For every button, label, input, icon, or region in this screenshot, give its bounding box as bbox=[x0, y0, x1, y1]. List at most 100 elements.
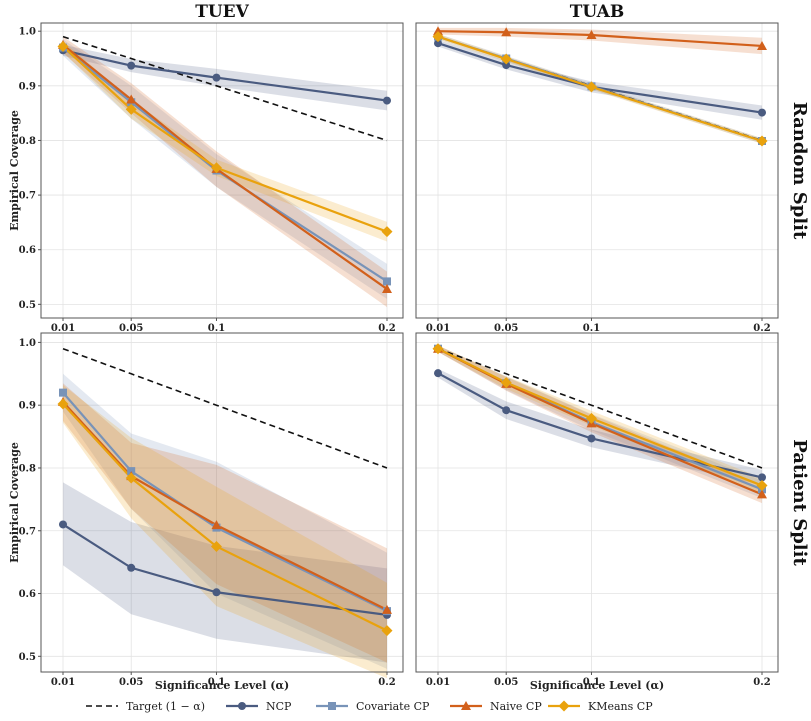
panel-0-marker-naive-1 bbox=[126, 94, 137, 104]
panel-3-xtick-label-0: 0.01 bbox=[426, 677, 450, 688]
panel-0-marker-ncp-3 bbox=[383, 96, 391, 105]
panel-3-marker-ncp-1 bbox=[502, 406, 511, 415]
panel-3-line-kmeans bbox=[437, 347, 763, 487]
panel-2-marker-ncp-0 bbox=[59, 520, 67, 529]
panel-0-band-ncp bbox=[63, 44, 387, 111]
panel-3-xtick-label-3: 0.2 bbox=[753, 677, 770, 688]
panel-2-line-ncp bbox=[62, 523, 388, 616]
panel-2-xtick-label-3: 0.2 bbox=[378, 677, 395, 688]
panel-0-line-ncp bbox=[62, 49, 388, 102]
panel-2-ylabel: Empirical Coverage bbox=[8, 442, 21, 563]
panel-3-marker-ncp-2 bbox=[587, 434, 596, 443]
panel-2-marker-kmeans-3 bbox=[381, 625, 393, 637]
panel-0-ytick-label-2: 0.7 bbox=[19, 191, 36, 202]
panel-0-ytick-label-3: 0.8 bbox=[19, 136, 36, 147]
panel-2-ytick-label-2: 0.7 bbox=[19, 526, 36, 537]
panel-2-marker-ncp-1 bbox=[127, 563, 136, 572]
legend-label-naive: Naive CP bbox=[490, 700, 542, 713]
panel-0-ytick-label-0: 0.5 bbox=[19, 300, 36, 311]
panel-2-marker-covariate-1 bbox=[127, 467, 136, 476]
panel-1-marker-kmeans-0 bbox=[432, 31, 444, 43]
panel-3-marker-kmeans-3 bbox=[756, 480, 768, 492]
panel-2-xtick-label-1: 0.05 bbox=[119, 677, 143, 688]
panel-0-line-covariate bbox=[62, 46, 388, 283]
panel-0-marker-kmeans-1 bbox=[125, 103, 137, 115]
panel-1-marker-naive-0 bbox=[433, 26, 443, 36]
panel-0-ytick-label-4: 0.9 bbox=[19, 81, 36, 92]
panel-2-line-target bbox=[62, 347, 388, 469]
panel-0-xtick-label-2: 0.1 bbox=[208, 323, 225, 334]
panel-2-ytick-label-0: 0.5 bbox=[19, 652, 36, 663]
panel-1-marker-ncp-3 bbox=[758, 108, 766, 117]
panel-1-line-ncp bbox=[437, 42, 763, 114]
panel-2-band-ncp bbox=[63, 482, 387, 663]
panel-2-marker-naive-2 bbox=[211, 520, 222, 530]
panel-1-marker-naive-3 bbox=[757, 40, 767, 50]
panel-1-marker-kmeans-3 bbox=[756, 135, 768, 147]
column-title-1: TUAB bbox=[570, 2, 625, 22]
panel-1-line-kmeans bbox=[437, 35, 763, 143]
panel-2-line-kmeans bbox=[62, 403, 388, 632]
legend-marker-kmeans bbox=[558, 700, 570, 712]
panel-1-marker-naive-1 bbox=[501, 27, 512, 37]
panel-3-marker-ncp-0 bbox=[434, 369, 442, 378]
panel-1-frame bbox=[415, 22, 779, 319]
legend-label-target: Target (1 − α) bbox=[126, 700, 205, 713]
panel-3-frame bbox=[415, 332, 779, 673]
panel-2-ytick-label-5: 1.0 bbox=[19, 338, 36, 349]
panel-1-marker-kmeans-2 bbox=[585, 81, 597, 93]
panel-1-marker-ncp-0 bbox=[434, 39, 442, 48]
panel-2-marker-ncp-2 bbox=[212, 588, 221, 597]
panel-0-marker-kmeans-0 bbox=[57, 40, 69, 52]
panel-3-xtick-label-1: 0.05 bbox=[494, 677, 518, 688]
panel-2-band-naive bbox=[63, 383, 387, 663]
row-title-0: Random Split bbox=[789, 102, 810, 240]
legend-marker-covariate bbox=[328, 702, 336, 710]
legend-label-kmeans: KMeans CP bbox=[588, 700, 653, 713]
panel-1-xtick-label-0: 0.01 bbox=[426, 323, 450, 334]
panel-1-marker-ncp-1 bbox=[502, 61, 511, 70]
panel-0-frame bbox=[40, 22, 404, 319]
legend-label-covariate: Covariate CP bbox=[356, 700, 430, 713]
panel-2-ytick-label-4: 0.9 bbox=[19, 401, 36, 412]
panel-0-marker-ncp-1 bbox=[127, 61, 136, 70]
panel-3-band-ncp bbox=[438, 368, 762, 485]
panel-2-line-naive bbox=[62, 401, 388, 611]
panel-0-ytick-label-5: 1.0 bbox=[19, 27, 36, 38]
panel-2-band-covariate bbox=[63, 373, 387, 669]
panel-0-marker-naive-3 bbox=[382, 284, 392, 294]
panel-3-band-kmeans bbox=[438, 345, 762, 494]
panel-0-line-naive bbox=[62, 43, 388, 290]
panel-3-marker-kmeans-0 bbox=[432, 343, 444, 355]
panel-3-line-target bbox=[437, 347, 763, 469]
panel-0-ytick-label-1: 0.6 bbox=[19, 245, 36, 256]
panel-1-marker-naive-2 bbox=[586, 30, 597, 40]
panel-1-xtick-label-3: 0.2 bbox=[753, 323, 770, 334]
panel-0-xtick-label-3: 0.2 bbox=[378, 323, 395, 334]
panel-0-marker-kmeans-2 bbox=[210, 162, 222, 174]
panel-2-marker-covariate-0 bbox=[59, 388, 67, 397]
panel-1-band-naive bbox=[438, 27, 762, 55]
panel-3-marker-ncp-3 bbox=[758, 473, 766, 482]
panel-2-xtick-label-0: 0.01 bbox=[51, 677, 75, 688]
panel-3-marker-kmeans-2 bbox=[585, 412, 597, 424]
panel-0-line-kmeans bbox=[62, 45, 388, 233]
panel-0-marker-kmeans-3 bbox=[381, 226, 393, 238]
row-title-1: Patient Split bbox=[789, 439, 810, 566]
panel-0-band-covariate bbox=[63, 39, 387, 299]
panel-0-marker-ncp-2 bbox=[212, 73, 221, 82]
panel-1-line-naive bbox=[437, 30, 763, 48]
legend-marker-naive bbox=[461, 701, 471, 710]
panel-3-marker-naive-3 bbox=[757, 489, 767, 499]
panel-2-marker-kmeans-1 bbox=[125, 472, 137, 484]
panel-2-ytick-label-3: 0.8 bbox=[19, 463, 36, 474]
panel-2-marker-naive-3 bbox=[382, 604, 392, 614]
panel-0-band-kmeans bbox=[63, 41, 387, 242]
panel-3-xtick-label-2: 0.1 bbox=[583, 677, 600, 688]
panel-2-marker-kmeans-2 bbox=[210, 540, 222, 552]
panel-0-marker-covariate-3 bbox=[383, 277, 391, 286]
panel-2-marker-kmeans-0 bbox=[57, 398, 69, 410]
panel-2-xlabel: Significance Level (α) bbox=[155, 679, 289, 692]
